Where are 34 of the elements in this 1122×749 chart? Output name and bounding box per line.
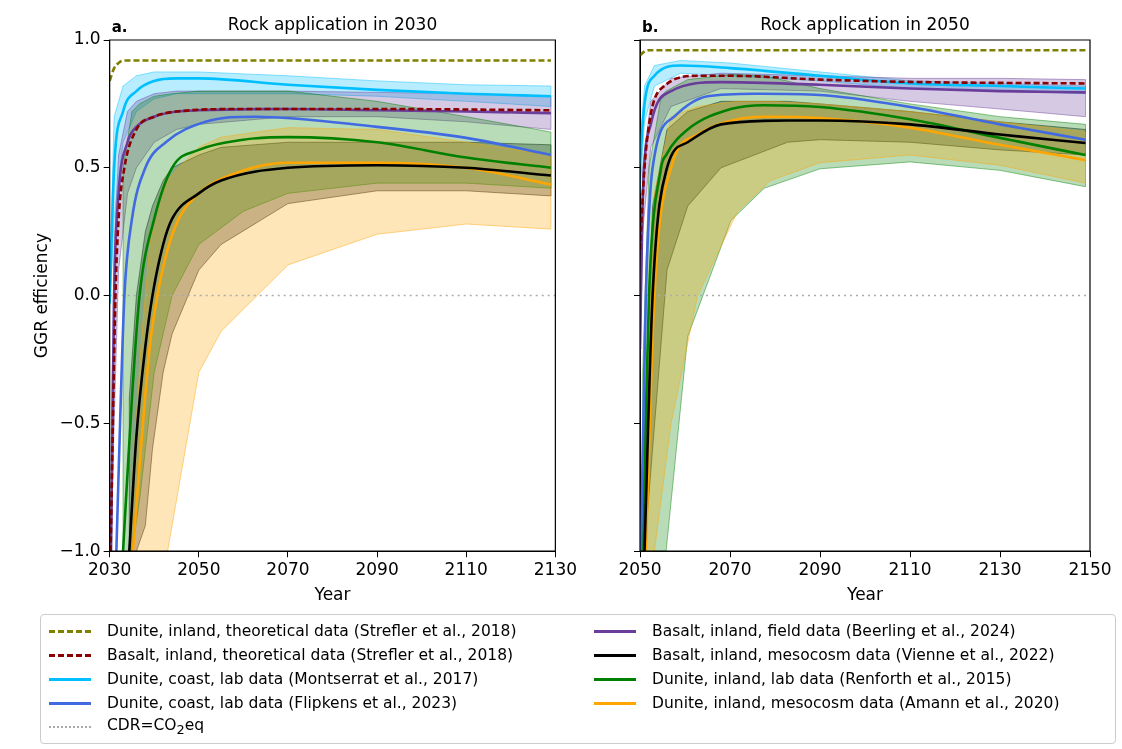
legend-label: Dunite, inland, mesocosm data (Amann et al., 2020) (652, 694, 1060, 712)
x-tick-label: 2130 (978, 558, 1022, 579)
y-tick-label: 0.5 (73, 156, 101, 177)
y-tick-label: −1.0 (59, 539, 101, 560)
legend-label: Basalt, inland, field data (Beerling et al., 2024) (652, 622, 1016, 640)
x-tick-label: 2150 (1068, 558, 1112, 579)
legend-label: Basalt, inland, theoretical data (Strefler et al., 2018) (107, 646, 514, 664)
legend-label: Dunite, inland, theoretical data (Strefler et al., 2018) (107, 622, 517, 640)
legend-label: Dunite, coast, lab data (Montserrat et al., 2017) (107, 670, 479, 688)
y-axis-title: GGR efficiency (30, 233, 51, 359)
x-axis-title: Year (313, 584, 351, 605)
legend-label: Dunite, coast, lab data (Flipkens et al., 2023) (107, 694, 458, 712)
text: a. (111, 18, 128, 37)
chart-title: Rock application in 2050 (760, 13, 970, 34)
x-tick-label: 2050 (177, 558, 221, 579)
x-tick-label: 2030 (88, 558, 132, 579)
x-tick-label: 2130 (533, 558, 577, 579)
y-tick-label: 0.0 (73, 284, 101, 305)
line-series (109, 59, 553, 83)
x-axis-title: Year (846, 584, 883, 605)
legend-label: Basalt, inland, mesocosm data (Vienne et al., 2022) (652, 646, 1055, 664)
x-tick-label: 2070 (266, 558, 310, 579)
y-tick-label: −0.5 (59, 411, 101, 432)
x-tick-label: 2050 (618, 558, 662, 579)
legend-label: CDR=CO$_{2}$eq (107, 716, 205, 738)
x-tick-label: 2110 (888, 558, 932, 579)
chart-title: Rock application in 2030 (227, 13, 438, 34)
legend-label: Dunite, inland, lab data (Renforth et al., 2015) (652, 670, 1012, 688)
x-tick-label: 2070 (708, 558, 752, 579)
x-tick-label: 2090 (355, 558, 399, 579)
text: b. (642, 18, 659, 37)
x-tick-label: 2090 (798, 558, 842, 579)
x-tick-label: 2110 (444, 558, 488, 579)
y-tick-label: 1.0 (73, 28, 101, 49)
